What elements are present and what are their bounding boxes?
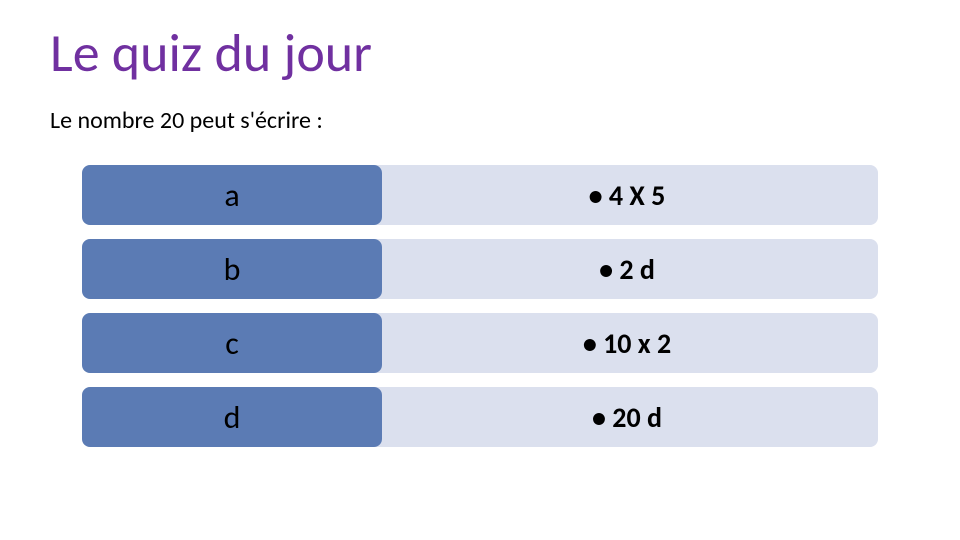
quiz-container: Le quiz du jour Le nombre 20 peut s'écri… (0, 0, 960, 447)
option-value-b: • 2 d (376, 239, 878, 299)
quiz-question: Le nombre 20 peut s'écrire : (50, 106, 910, 135)
option-value-d: • 20 d (376, 387, 878, 447)
option-label-c: c (82, 313, 382, 373)
option-row[interactable]: a • 4 X 5 (82, 165, 878, 225)
option-label-d: d (82, 387, 382, 447)
option-value-c: • 10 x 2 (376, 313, 878, 373)
option-row[interactable]: d • 20 d (82, 387, 878, 447)
option-row[interactable]: b • 2 d (82, 239, 878, 299)
page-title: Le quiz du jour (50, 20, 910, 86)
option-label-a: a (82, 165, 382, 225)
options-list: a • 4 X 5 b • 2 d c • 10 x 2 d • 20 d (50, 165, 910, 447)
option-value-a: • 4 X 5 (376, 165, 878, 225)
option-row[interactable]: c • 10 x 2 (82, 313, 878, 373)
option-label-b: b (82, 239, 382, 299)
